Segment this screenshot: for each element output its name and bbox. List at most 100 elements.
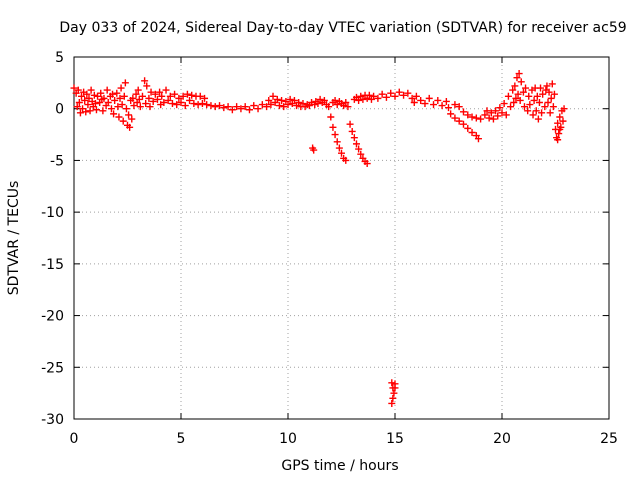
data-point (126, 123, 134, 131)
data-point (113, 89, 121, 97)
data-point (153, 95, 161, 103)
data-point (370, 92, 378, 100)
data-point (134, 86, 142, 94)
data-point (395, 88, 403, 96)
data-point (130, 102, 138, 110)
data-point (514, 90, 522, 98)
data-point (120, 92, 128, 100)
data-point (290, 96, 298, 104)
data-point (559, 117, 567, 125)
data-point (179, 92, 187, 100)
data-point (228, 106, 236, 114)
data-point (516, 96, 524, 104)
data-point (548, 80, 556, 88)
data-point (122, 105, 130, 113)
data-point (520, 103, 528, 111)
data-point (196, 92, 204, 100)
data-point (549, 103, 557, 111)
data-point (541, 103, 549, 111)
data-point (546, 109, 554, 117)
data-point (224, 103, 232, 111)
data-point (138, 92, 146, 100)
data-point (286, 95, 294, 103)
data-point (533, 92, 541, 100)
data-point (146, 103, 154, 111)
data-point (348, 127, 356, 135)
data-point (269, 92, 277, 100)
data-point (118, 101, 126, 109)
data-point (177, 99, 185, 107)
data-point (519, 88, 527, 96)
data-point (560, 105, 568, 113)
data-point (267, 101, 275, 109)
data-point (487, 109, 495, 117)
data-point (342, 156, 350, 164)
data-point (107, 105, 115, 113)
data-point (320, 96, 328, 104)
data-point (539, 90, 547, 98)
data-point (451, 101, 459, 109)
data-point (498, 109, 506, 117)
data-point (114, 103, 122, 111)
data-point (81, 96, 89, 104)
data-point (500, 100, 508, 108)
y-tick-label: -20 (41, 309, 64, 325)
data-point (110, 110, 118, 118)
y-tick-label: -5 (50, 153, 64, 169)
data-point (254, 105, 262, 113)
grid-lines (74, 57, 609, 419)
data-point (79, 105, 87, 113)
data-point (104, 99, 112, 107)
data-point (417, 96, 425, 104)
data-point (181, 102, 189, 110)
data-point (412, 92, 420, 100)
data-point (483, 107, 491, 115)
y-tick-label: 5 (55, 50, 64, 66)
data-point (103, 86, 111, 94)
data-point (201, 94, 209, 102)
data-point (129, 94, 137, 102)
data-point (241, 103, 249, 111)
data-point (509, 86, 517, 94)
data-point (109, 90, 117, 98)
data-point (97, 89, 105, 97)
data-point (438, 102, 446, 110)
data-point (468, 113, 476, 121)
data-point (502, 111, 510, 119)
data-point (314, 100, 322, 108)
data-point (459, 108, 467, 116)
data-point (522, 84, 530, 92)
chart-title: Day 033 of 2024, Sidereal Day-to-day VTE… (59, 20, 626, 36)
x-tick-label: 0 (70, 431, 79, 447)
data-point (147, 88, 155, 96)
x-tick-label: 25 (600, 431, 618, 447)
data-point (111, 96, 119, 104)
data-point (77, 92, 85, 100)
data-point (554, 119, 562, 127)
y-tick-label: 0 (55, 102, 64, 118)
data-point (526, 101, 534, 109)
data-point (442, 97, 450, 105)
data-point (346, 120, 354, 128)
data-point (258, 101, 266, 109)
data-point (280, 103, 288, 111)
data-point (145, 94, 153, 102)
data-point (162, 86, 170, 94)
data-point (464, 124, 472, 132)
data-point (517, 78, 525, 86)
data-point (556, 113, 564, 121)
data-point (481, 111, 489, 119)
y-tick-label: -25 (41, 360, 64, 376)
data-point (158, 92, 166, 100)
data-point (168, 100, 176, 108)
data-point (73, 103, 81, 111)
data-point (327, 113, 335, 121)
data-point (188, 91, 196, 99)
data-point (194, 101, 202, 109)
data-point (216, 102, 224, 110)
data-point (547, 94, 555, 102)
data-point (445, 104, 452, 112)
data-point (164, 96, 172, 104)
data-point (250, 102, 258, 110)
